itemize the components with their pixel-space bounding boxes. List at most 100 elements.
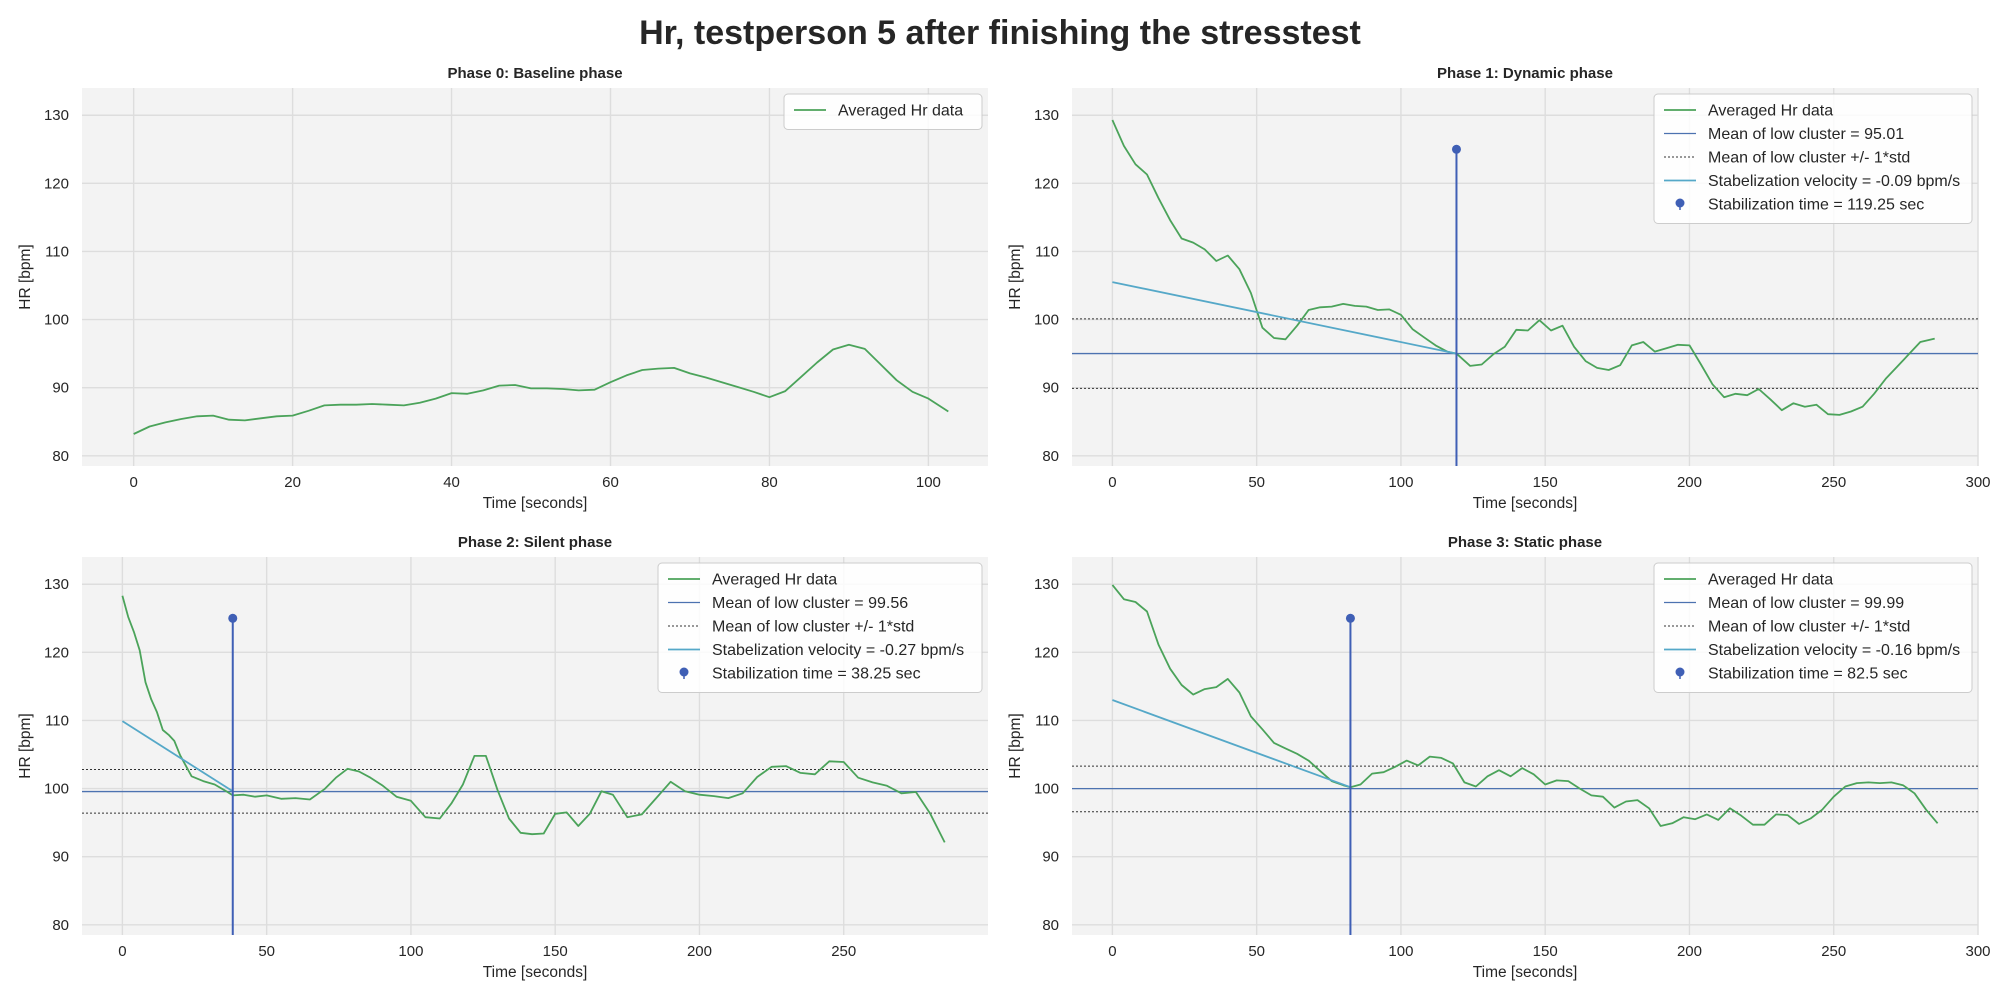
y-tick-label: 80 <box>1042 917 1059 934</box>
y-axis-label: HR [bpm] <box>17 244 34 309</box>
x-tick-label: 300 <box>1965 943 1990 960</box>
panel-title: Phase 3: Static phase <box>1448 534 1602 551</box>
x-axis-label: Time [seconds] <box>483 964 588 981</box>
x-tick-label: 100 <box>916 474 941 491</box>
x-tick-label: 80 <box>761 474 778 491</box>
y-tick-label: 130 <box>44 107 69 124</box>
x-tick-label: 100 <box>398 943 423 960</box>
legend-swatch-marker <box>679 667 689 677</box>
legend-label: Stabilization time = 119.25 sec <box>1708 197 1924 214</box>
x-tick-label: 50 <box>1248 474 1265 491</box>
legend: Averaged Hr data Mean of low cluster = 99… <box>1653 562 1973 693</box>
legend-frame <box>657 562 983 693</box>
velocity-line <box>1112 699 1351 789</box>
y-axis-label: HR [bpm] <box>1007 244 1024 309</box>
x-tick-label: 300 <box>1965 474 1990 491</box>
legend-label: Stabilization time = 82.5 sec <box>1708 666 1908 683</box>
x-axis-label: Time [seconds] <box>1473 495 1578 512</box>
panel-phase-2: Phase 2: Silent phase 0 50 100 150 200 250 80 90… <box>17 534 988 981</box>
hr-series-line <box>121 595 946 843</box>
plot-content <box>82 595 988 935</box>
velocity-line <box>1112 281 1457 355</box>
legend-label: Mean of low cluster +/- 1*std <box>1708 150 1910 167</box>
panel-phase-1: Phase 1: Dynamic phase 0 50 100 150 200 250 300… <box>1007 65 1991 512</box>
y-tick-label: 100 <box>44 312 69 329</box>
legend-swatch-marker <box>1675 667 1685 677</box>
y-tick-label: 110 <box>45 712 69 729</box>
y-tick-label: 130 <box>1034 576 1059 593</box>
y-tick-label: 80 <box>52 917 69 934</box>
x-tick-label: 200 <box>1677 943 1702 960</box>
legend: Averaged Hr data <box>783 93 983 130</box>
hr-series-line <box>133 343 949 435</box>
hr-series-line <box>1111 584 1939 827</box>
legend-label: Mean of low cluster = 99.56 <box>712 595 908 612</box>
y-tick-label: 130 <box>1034 107 1059 124</box>
y-tick-label: 100 <box>44 781 69 798</box>
y-tick-label: 80 <box>1042 448 1059 465</box>
x-axis-label: Time [seconds] <box>483 495 588 512</box>
y-tick-label: 120 <box>1034 644 1059 661</box>
x-tick-label: 200 <box>687 943 712 960</box>
x-tick-label: 150 <box>1533 474 1558 491</box>
panel-phase-0: Phase 0: Baseline phase 0 20 40 60 80 100 80 90 1… <box>17 65 988 512</box>
x-tick-label: 150 <box>1533 943 1558 960</box>
y-tick-label: 120 <box>44 644 69 661</box>
legend-label: Mean of low cluster +/- 1*std <box>1708 619 1910 636</box>
legend-label: Stabilization time = 38.25 sec <box>712 666 921 683</box>
x-tick-label: 100 <box>1388 474 1413 491</box>
stabilization-marker <box>1345 613 1355 623</box>
plot-content <box>1072 119 1978 466</box>
y-tick-label: 120 <box>44 175 69 192</box>
y-tick-label: 130 <box>44 576 69 593</box>
x-tick-label: 150 <box>543 943 568 960</box>
x-tick-label: 50 <box>258 943 275 960</box>
x-tick-label: 250 <box>1821 943 1846 960</box>
legend-label: Stabelization velocity = -0.27 bpm/s <box>712 642 964 659</box>
panel-title: Phase 2: Silent phase <box>458 534 612 551</box>
x-tick-label: 250 <box>1821 474 1846 491</box>
legend-frame <box>1653 93 1973 224</box>
legend-label: Mean of low cluster +/- 1*std <box>712 619 914 636</box>
y-tick-label: 110 <box>1035 712 1059 729</box>
plot-content <box>1072 584 1978 935</box>
y-tick-label: 100 <box>1034 312 1059 329</box>
y-tick-label: 90 <box>1042 849 1059 866</box>
velocity-line <box>121 720 234 793</box>
x-tick-label: 50 <box>1248 943 1265 960</box>
x-tick-label: 250 <box>831 943 856 960</box>
panel-phase-3: Phase 3: Static phase 0 50 100 150 200 250 300 8… <box>1007 534 1991 981</box>
x-tick-label: 0 <box>118 943 126 960</box>
y-axis-label: HR [bpm] <box>17 713 34 778</box>
legend-label: Stabelization velocity = -0.16 bpm/s <box>1708 642 1960 659</box>
legend-label: Mean of low cluster = 99.99 <box>1708 595 1904 612</box>
plot-content <box>133 343 949 435</box>
x-tick-label: 60 <box>602 474 619 491</box>
legend-label: Mean of low cluster = 95.01 <box>1708 126 1904 143</box>
x-tick-label: 100 <box>1388 943 1413 960</box>
x-axis-label: Time [seconds] <box>1473 964 1578 981</box>
stabilization-marker <box>228 613 238 623</box>
x-tick-label: 0 <box>1108 474 1116 491</box>
y-tick-label: 90 <box>52 849 69 866</box>
x-tick-label: 200 <box>1677 474 1702 491</box>
plot-area <box>82 88 988 466</box>
x-tick-label: 0 <box>129 474 137 491</box>
x-tick-label: 40 <box>443 474 460 491</box>
legend-label: Averaged Hr data <box>1708 103 1833 120</box>
y-tick-label: 80 <box>52 448 69 465</box>
legend-label: Averaged Hr data <box>1708 572 1833 589</box>
figure-title: Hr, testperson 5 after finishing the str… <box>639 14 1361 52</box>
y-tick-label: 110 <box>45 243 69 260</box>
legend: Averaged Hr data Mean of low cluster = 95… <box>1653 93 1973 224</box>
legend-frame <box>783 93 983 130</box>
panel-title: Phase 1: Dynamic phase <box>1437 65 1613 82</box>
legend: Averaged Hr data Mean of low cluster = 99… <box>657 562 983 693</box>
y-tick-label: 90 <box>52 380 69 397</box>
x-tick-label: 20 <box>284 474 301 491</box>
legend-swatch-marker <box>1675 198 1685 208</box>
panel-title: Phase 0: Baseline phase <box>447 65 622 82</box>
y-tick-label: 120 <box>1034 175 1059 192</box>
hr-series-line <box>1111 119 1935 416</box>
